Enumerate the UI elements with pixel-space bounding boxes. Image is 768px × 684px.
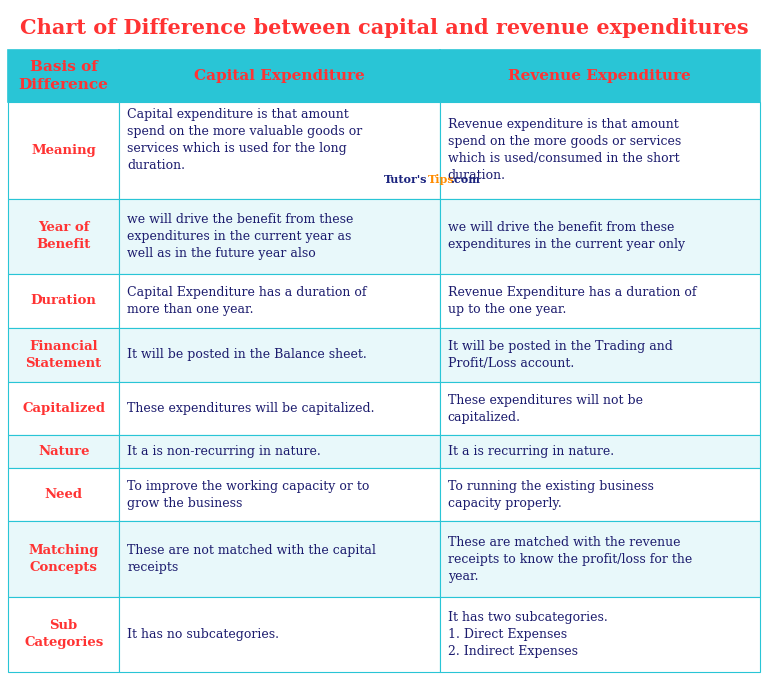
Bar [8, 328, 119, 382]
Bar [439, 50, 760, 102]
Bar [119, 521, 439, 596]
Bar [119, 328, 439, 382]
Bar [8, 199, 119, 274]
Bar [439, 521, 760, 596]
Bar [439, 199, 760, 274]
Text: Sub
Categories: Sub Categories [24, 619, 103, 649]
Bar [439, 274, 760, 328]
Text: Financial
Statement: Financial Statement [25, 340, 101, 370]
Text: These expenditures will be capitalized.: These expenditures will be capitalized. [127, 402, 375, 415]
Bar [119, 382, 439, 436]
Text: Tips: Tips [428, 174, 455, 185]
Text: Matching
Concepts: Matching Concepts [28, 544, 99, 574]
Text: It a is recurring in nature.: It a is recurring in nature. [448, 445, 614, 458]
Text: Capital Expenditure has a duration of
more than one year.: Capital Expenditure has a duration of mo… [127, 286, 367, 316]
Text: we will drive the benefit from these
expenditures in the current year as
well as: we will drive the benefit from these exp… [127, 213, 354, 260]
Bar [119, 436, 439, 468]
Bar [8, 468, 119, 521]
Text: It will be posted in the Trading and
Profit/Loss account.: It will be posted in the Trading and Pro… [448, 340, 673, 370]
Bar [8, 102, 119, 199]
Bar [119, 50, 439, 102]
Bar [439, 102, 760, 199]
Text: Year of
Benefit: Year of Benefit [37, 222, 91, 252]
Text: .com: .com [449, 174, 480, 185]
Bar [439, 328, 760, 382]
Text: Tutor's: Tutor's [384, 174, 428, 185]
Text: These are matched with the revenue
receipts to know the profit/loss for the
year: These are matched with the revenue recei… [448, 536, 692, 583]
Bar [439, 596, 760, 672]
Bar [8, 596, 119, 672]
Bar [8, 521, 119, 596]
Text: Nature: Nature [38, 445, 89, 458]
Text: It has no subcategories.: It has no subcategories. [127, 628, 280, 641]
Text: These are not matched with the capital
receipts: These are not matched with the capital r… [127, 544, 376, 574]
Text: Chart of Difference between capital and revenue expenditures: Chart of Difference between capital and … [20, 18, 748, 38]
Bar [119, 199, 439, 274]
Text: Basis of
Difference: Basis of Difference [18, 60, 108, 92]
Text: It will be posted in the Balance sheet.: It will be posted in the Balance sheet. [127, 348, 367, 361]
Text: Revenue Expenditure: Revenue Expenditure [508, 69, 691, 83]
Text: Duration: Duration [31, 295, 97, 308]
Bar [119, 274, 439, 328]
Text: Revenue Expenditure has a duration of
up to the one year.: Revenue Expenditure has a duration of up… [448, 286, 696, 316]
Bar [119, 468, 439, 521]
Bar [119, 596, 439, 672]
Text: Capitalized: Capitalized [22, 402, 105, 415]
Bar [8, 50, 119, 102]
Bar [119, 102, 439, 199]
Text: Need: Need [45, 488, 83, 501]
Text: It has two subcategories.
1. Direct Expenses
2. Indirect Expenses: It has two subcategories. 1. Direct Expe… [448, 611, 607, 658]
Text: Revenue expenditure is that amount
spend on the more goods or services
which is : Revenue expenditure is that amount spend… [448, 118, 681, 183]
Bar [8, 274, 119, 328]
Bar [8, 382, 119, 436]
Text: It a is non-recurring in nature.: It a is non-recurring in nature. [127, 445, 321, 458]
Bar [439, 468, 760, 521]
Text: Capital Expenditure: Capital Expenditure [194, 69, 365, 83]
Text: To running the existing business
capacity properly.: To running the existing business capacit… [448, 479, 654, 510]
Text: These expenditures will not be
capitalized.: These expenditures will not be capitaliz… [448, 393, 643, 423]
Text: To improve the working capacity or to
grow the business: To improve the working capacity or to gr… [127, 479, 369, 510]
Bar [439, 436, 760, 468]
Text: we will drive the benefit from these
expenditures in the current year only: we will drive the benefit from these exp… [448, 222, 685, 252]
Text: Meaning: Meaning [31, 144, 96, 157]
Text: Capital expenditure is that amount
spend on the more valuable goods or
services : Capital expenditure is that amount spend… [127, 108, 362, 172]
Bar [8, 436, 119, 468]
Bar [439, 382, 760, 436]
